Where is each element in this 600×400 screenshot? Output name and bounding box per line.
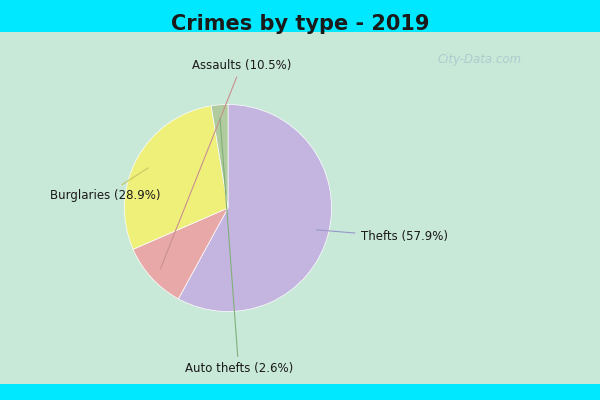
Text: Assaults (10.5%): Assaults (10.5%) (161, 59, 291, 268)
Text: City-Data.com: City-Data.com (438, 54, 522, 66)
Text: Burglaries (28.9%): Burglaries (28.9%) (50, 168, 160, 202)
Wedge shape (178, 104, 332, 312)
Text: Crimes by type - 2019: Crimes by type - 2019 (171, 14, 429, 34)
Wedge shape (133, 208, 228, 299)
Wedge shape (124, 106, 228, 249)
Wedge shape (211, 104, 228, 208)
Text: Thefts (57.9%): Thefts (57.9%) (316, 230, 448, 244)
Text: Auto thefts (2.6%): Auto thefts (2.6%) (185, 118, 293, 375)
